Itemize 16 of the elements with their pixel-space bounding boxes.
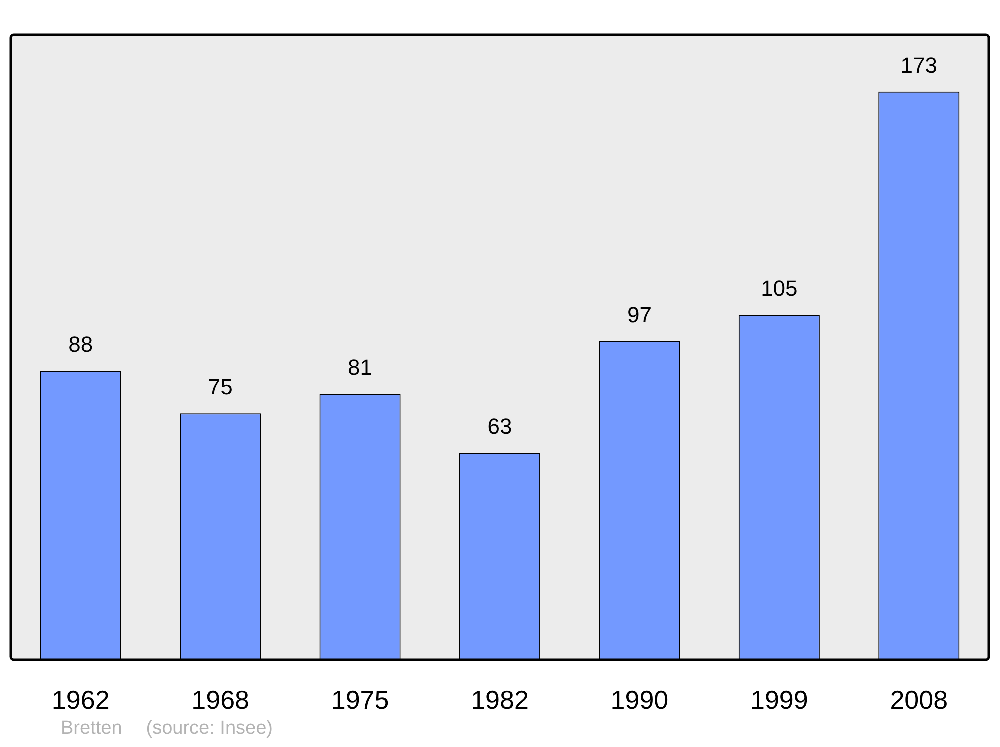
x-tick-label: 1962 <box>52 684 110 715</box>
data-label: 173 <box>900 52 938 78</box>
data-label: 88 <box>68 332 94 358</box>
text: Bretten <box>61 718 122 739</box>
x-tick-label: 2008 <box>890 684 948 715</box>
data-label: 105 <box>761 276 798 302</box>
data-label: 97 <box>627 302 652 328</box>
x-tick-label: 1968 <box>192 684 250 715</box>
data-label: 81 <box>348 355 373 380</box>
data-label: 75 <box>208 374 233 400</box>
text: (source: Insee) <box>146 718 273 739</box>
x-tick-label: 1982 <box>471 684 529 715</box>
x-tick-label: 1999 <box>750 684 808 715</box>
data-label: 63 <box>488 414 512 440</box>
x-tick-label: 1975 <box>331 684 390 715</box>
x-tick-label: 1990 <box>610 684 669 715</box>
